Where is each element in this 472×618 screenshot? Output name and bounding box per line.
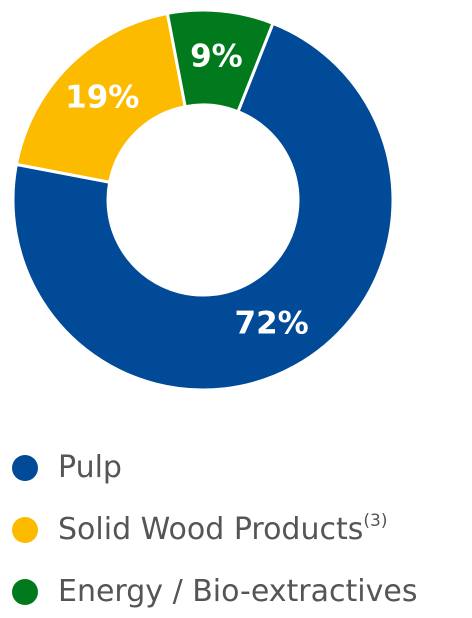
legend-text: Pulp: [58, 450, 122, 485]
legend-text: Energy / Bio-extractives: [58, 574, 417, 609]
value-label: 9%: [190, 39, 243, 75]
legend-label: Pulp: [58, 450, 122, 485]
slice: [11, 21, 395, 392]
legend-marker: [12, 517, 38, 543]
legend-marker: [12, 455, 38, 481]
legend-label: Energy / Bio-extractives: [58, 574, 417, 609]
legend-text: Solid Wood Products: [58, 512, 363, 547]
value-label: 72%: [235, 305, 309, 341]
slice: [14, 11, 187, 184]
legend-note: (3): [363, 511, 387, 531]
legend-label: Solid Wood Products(3): [58, 511, 387, 547]
value-label: 19%: [65, 80, 139, 116]
slice: [165, 8, 275, 114]
legend-marker: [12, 579, 38, 605]
